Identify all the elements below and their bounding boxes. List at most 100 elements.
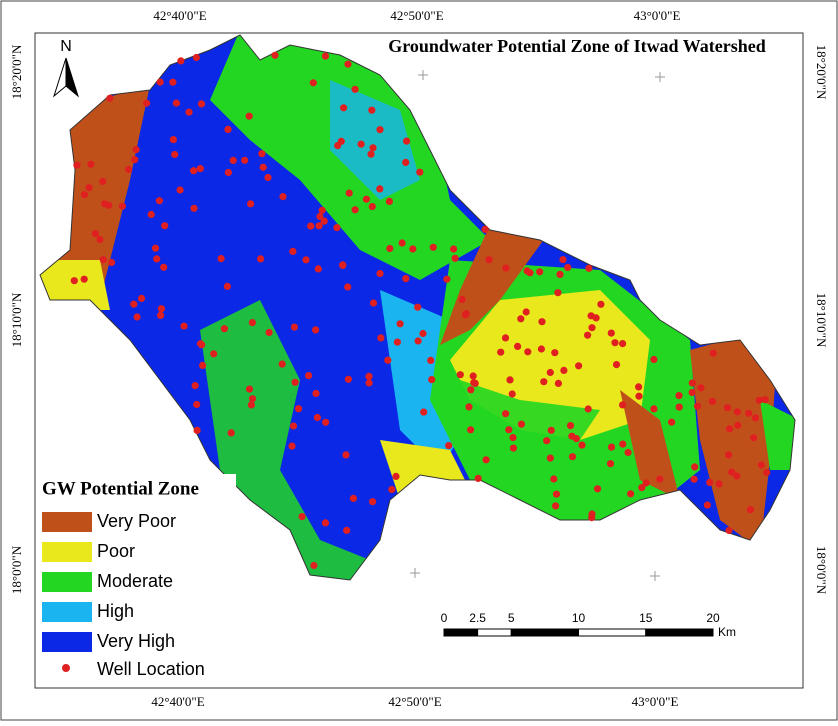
well-location — [467, 386, 475, 394]
well-location — [357, 140, 365, 148]
well-location — [607, 329, 615, 337]
scale-label: 15 — [639, 611, 653, 625]
well-location — [619, 440, 627, 448]
well-location — [757, 461, 766, 469]
well-location — [345, 189, 353, 197]
well-location — [675, 392, 683, 400]
well-location — [619, 401, 627, 409]
legend-swatch — [42, 632, 92, 652]
legend-label: Moderate — [97, 571, 173, 591]
well-location — [351, 206, 359, 214]
well-location — [619, 340, 627, 348]
well-location — [279, 193, 287, 201]
scale-label: 5 — [508, 611, 515, 625]
well-location — [578, 441, 586, 449]
well-location — [369, 299, 378, 307]
well-location — [271, 51, 279, 59]
well-location — [245, 385, 254, 393]
well-location — [85, 184, 93, 192]
well-location — [540, 378, 548, 386]
well-location — [386, 244, 394, 253]
zone-moderate — [460, 380, 600, 470]
well-location — [160, 263, 168, 271]
well-location — [388, 485, 396, 494]
well-location — [451, 254, 459, 262]
well-location — [502, 264, 510, 272]
well-location — [143, 99, 151, 107]
well-location — [224, 125, 232, 133]
well-location — [190, 204, 198, 212]
well-location — [650, 405, 658, 413]
well-location — [264, 173, 272, 182]
well-location — [560, 366, 568, 374]
well-location — [482, 456, 490, 464]
well-location — [566, 422, 575, 430]
top-coordinate: 42°40'0"E — [153, 8, 206, 23]
well-location — [310, 561, 318, 570]
well-location — [312, 389, 320, 397]
well-location — [552, 502, 560, 510]
well-location — [575, 362, 583, 370]
north-arrow: N — [53, 38, 79, 98]
well-location — [80, 275, 88, 283]
well-location — [703, 501, 712, 509]
scale-segment — [443, 628, 479, 637]
well-location — [638, 484, 646, 492]
right-coordinate: 18°10'0"N — [814, 293, 829, 348]
well-location — [611, 339, 619, 347]
well-location — [751, 414, 760, 422]
well-location — [546, 454, 554, 462]
well-location — [470, 379, 478, 387]
well-location — [690, 475, 698, 483]
well-location — [445, 442, 453, 450]
well-location — [392, 472, 400, 480]
well-location — [706, 478, 714, 486]
well-location — [288, 442, 296, 450]
well-location — [73, 161, 81, 169]
well-location — [725, 526, 733, 535]
well-location — [193, 400, 201, 409]
well-location — [294, 405, 303, 413]
well-location — [313, 413, 321, 422]
well-location — [368, 106, 376, 114]
well-location — [137, 294, 146, 302]
well-location — [80, 191, 89, 199]
scale-label: 0 — [441, 611, 448, 625]
well-location — [524, 348, 532, 356]
legend-label: Poor — [97, 541, 135, 561]
well-location — [624, 448, 632, 457]
well-location — [362, 195, 370, 203]
well-location — [153, 255, 161, 263]
well-location — [588, 514, 596, 522]
well-location — [156, 78, 164, 86]
well-location — [403, 137, 411, 145]
bottom-coordinate: 42°40'0"E — [151, 694, 204, 709]
well-location — [247, 200, 255, 208]
well-location — [761, 396, 769, 404]
bottom-coordinate: 43°0'0"E — [632, 694, 679, 709]
well-location — [365, 379, 373, 387]
well-location — [708, 397, 717, 405]
scale-segment — [477, 628, 512, 637]
well-location — [656, 475, 664, 483]
zone-very-poor — [620, 390, 680, 500]
well-location — [517, 315, 525, 323]
well-location — [588, 324, 596, 332]
legend-label: High — [97, 601, 134, 621]
well-location — [469, 372, 477, 380]
scale-segment — [645, 628, 714, 637]
well-location — [291, 378, 299, 386]
well-location — [290, 323, 298, 331]
well-location — [733, 408, 742, 416]
well-location — [376, 269, 384, 278]
well-location — [402, 158, 410, 166]
well-location — [546, 368, 554, 377]
well-location — [508, 390, 516, 398]
well-location — [180, 322, 188, 330]
north-label: N — [60, 38, 72, 55]
well-location — [556, 270, 564, 278]
well-location — [554, 379, 563, 387]
well-location — [723, 404, 732, 412]
well-location — [385, 197, 393, 205]
well-location — [161, 222, 169, 230]
